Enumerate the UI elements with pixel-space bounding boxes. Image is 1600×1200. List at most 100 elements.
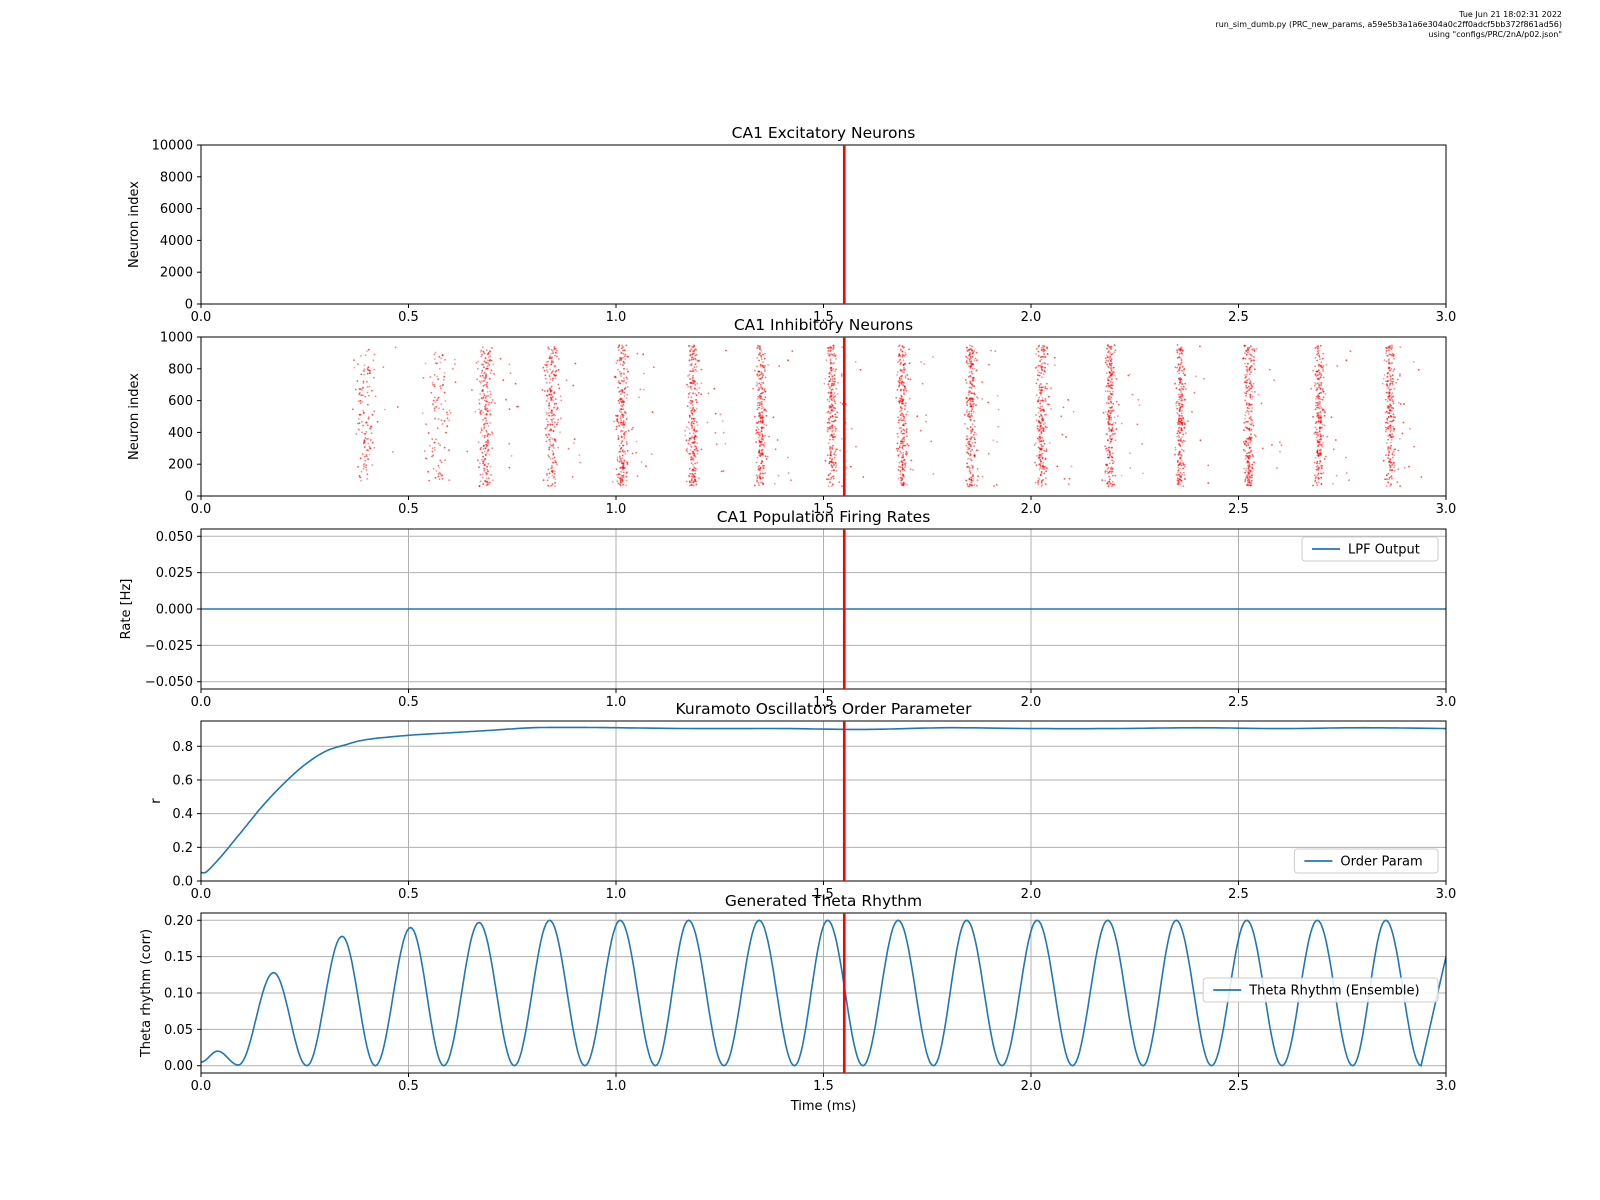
- spike: [966, 485, 969, 487]
- spike: [560, 399, 563, 402]
- spike: [900, 378, 903, 380]
- spike: [620, 400, 622, 402]
- spike: [1043, 370, 1046, 373]
- spike: [1391, 383, 1394, 386]
- spike: [1176, 473, 1179, 476]
- spike: [1105, 463, 1108, 465]
- spike: [1314, 431, 1317, 434]
- spike: [833, 464, 835, 466]
- spike: [828, 400, 831, 403]
- spike: [903, 391, 905, 394]
- spike: [383, 408, 386, 411]
- spike: [1180, 455, 1183, 457]
- spike: [1177, 469, 1180, 472]
- spike: [760, 354, 762, 357]
- spike: [1104, 471, 1107, 474]
- spike: [1247, 362, 1249, 365]
- spike: [373, 376, 375, 379]
- spike: [1316, 462, 1318, 465]
- spike: [1114, 374, 1116, 377]
- spike: [760, 392, 762, 395]
- spike: [714, 412, 717, 415]
- spike: [759, 454, 762, 456]
- spike: [475, 362, 478, 364]
- spike: [1112, 474, 1114, 477]
- spike: [1393, 454, 1396, 457]
- spike: [828, 375, 831, 378]
- spike: [686, 383, 688, 386]
- spike: [965, 444, 968, 447]
- spike: [1385, 347, 1388, 349]
- spike: [759, 403, 762, 405]
- spike: [359, 413, 362, 416]
- spike: [1320, 434, 1323, 437]
- spike: [1037, 364, 1040, 367]
- spike: [1042, 419, 1045, 421]
- spike: [1104, 470, 1107, 472]
- spike: [695, 354, 698, 356]
- spike: [1142, 472, 1144, 475]
- spike: [1112, 433, 1114, 436]
- spike: [1244, 480, 1246, 483]
- spike: [620, 375, 622, 377]
- spike: [1316, 439, 1319, 442]
- spike: [829, 387, 831, 390]
- spike: [897, 435, 899, 438]
- spike: [553, 456, 556, 459]
- spike: [623, 349, 625, 351]
- spike: [483, 467, 485, 470]
- spike: [831, 353, 834, 356]
- spike: [567, 447, 570, 450]
- spike: [968, 348, 971, 351]
- spike: [1110, 380, 1112, 382]
- spike: [1245, 420, 1248, 423]
- spike: [1118, 403, 1120, 406]
- spike: [765, 414, 768, 417]
- spike: [357, 418, 360, 420]
- spike: [967, 362, 969, 365]
- spike: [557, 446, 559, 449]
- spike: [508, 442, 511, 445]
- spike: [1320, 438, 1323, 441]
- spike: [762, 361, 764, 364]
- spike: [1318, 373, 1321, 376]
- spike: [611, 480, 614, 483]
- spike: [968, 358, 971, 361]
- spike: [901, 478, 904, 481]
- spike: [443, 446, 446, 449]
- spike: [695, 483, 698, 485]
- spike: [896, 374, 898, 376]
- spike: [1184, 432, 1187, 435]
- spike: [1176, 400, 1179, 403]
- spike: [1182, 463, 1185, 466]
- spike: [446, 417, 449, 420]
- spike: [623, 411, 626, 413]
- spike: [907, 444, 910, 447]
- x-tick-label: 2.5: [1228, 310, 1249, 325]
- spike: [694, 467, 696, 470]
- spike: [1181, 448, 1183, 451]
- spike: [1046, 382, 1048, 385]
- spike: [1242, 448, 1245, 451]
- spike: [691, 436, 693, 439]
- spike: [548, 348, 551, 350]
- spike: [693, 420, 696, 422]
- spike: [622, 476, 625, 479]
- spike: [435, 470, 438, 472]
- spike: [620, 358, 623, 361]
- spike: [1335, 474, 1338, 477]
- spike: [829, 358, 832, 361]
- spike: [517, 405, 519, 408]
- spike: [619, 363, 622, 366]
- spike: [1246, 387, 1249, 389]
- spike: [897, 400, 900, 403]
- x-tick-label: 0.0: [191, 502, 212, 517]
- spike: [695, 348, 698, 351]
- spike: [1251, 390, 1253, 393]
- spike: [548, 446, 550, 449]
- spike: [696, 468, 698, 470]
- spike: [1193, 391, 1196, 394]
- spike: [1060, 415, 1063, 418]
- spike: [485, 474, 488, 476]
- spike: [1273, 379, 1275, 381]
